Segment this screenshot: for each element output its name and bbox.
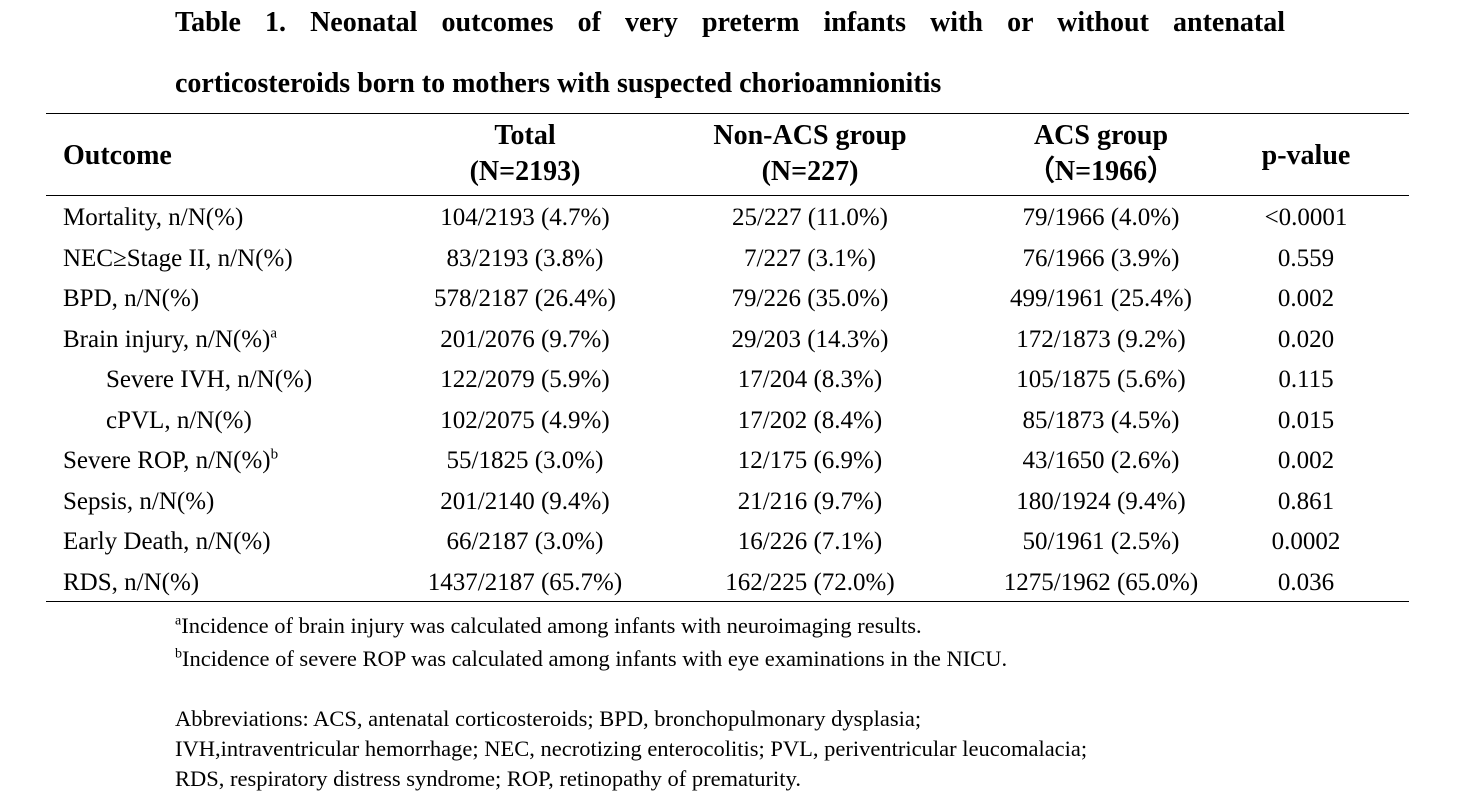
row-total-value: 201/2140 (9.4%) <box>440 488 610 515</box>
row-acs-value: 172/1873 (9.2%) <box>1016 326 1186 353</box>
row-total-value: 55/1825 (3.0%) <box>446 447 604 474</box>
row-p-value: 0.020 <box>1277 326 1335 353</box>
row-non-acs-value: 7/227 (3.1%) <box>744 245 876 272</box>
row-acs-value: 105/1875 (5.6%) <box>1016 366 1186 393</box>
row-outcome: Severe IVH, n/N(%) <box>106 365 312 395</box>
header-acs: ACS group （N=1966） <box>946 118 1256 190</box>
row-non-acs-value: 16/226 (7.1%) <box>737 528 883 555</box>
row-non-acs-value: 12/175 (6.9%) <box>737 447 883 474</box>
row-total-value: 201/2076 (9.7%) <box>440 326 610 353</box>
row-p-value: 0.559 <box>1277 245 1335 272</box>
row-acs-value: 499/1961 (25.4%) <box>1010 285 1192 312</box>
row-acs-value: 180/1924 (9.4%) <box>1016 488 1186 515</box>
row-p-value: 0.115 <box>1278 366 1334 393</box>
row-non-acs-value: 162/225 (72.0%) <box>725 569 895 596</box>
row-non-acs-value: 25/227 (11.0%) <box>732 204 888 231</box>
row-outcome-label: NEC≥Stage II, n/N(%) <box>63 245 293 272</box>
header-p-value: p-value <box>1261 140 1351 171</box>
row-outcome: Severe ROP, n/N(%)b <box>63 446 278 476</box>
row-outcome-label: Early Death, n/N(%) <box>63 528 271 555</box>
row-outcome-label: Severe ROP, n/N(%) <box>63 447 271 474</box>
footnote-a-text: Incidence of brain injury was calculated… <box>181 613 922 638</box>
footnote-a-mark: a <box>175 613 182 629</box>
footnote-b: bIncidence of severe ROP was calculated … <box>175 645 1007 673</box>
row-outcome-label: Brain injury, n/N(%) <box>63 326 271 353</box>
row-outcome-label: Sepsis, n/N(%) <box>63 488 215 515</box>
row-outcome-label: RDS, n/N(%) <box>63 569 200 596</box>
row-outcome: Mortality, n/N(%) <box>63 203 243 233</box>
row-acs-value: 79/1966 (4.0%) <box>1022 204 1180 231</box>
table-title-line-1: Table 1. Neonatal outcomes of very prete… <box>175 7 1285 38</box>
table-title-line-2: corticosteroids born to mothers with sus… <box>175 68 942 99</box>
row-p-value: 0.861 <box>1277 488 1335 515</box>
header-total-label: Total <box>494 120 556 151</box>
abbreviations-line-1: Abbreviations: ACS, antenatal corticoste… <box>175 706 922 731</box>
header-acs-n: （N=1966） <box>1026 156 1176 187</box>
header-rule <box>46 195 1409 196</box>
row-acs-value: 43/1650 (2.6%) <box>1022 447 1180 474</box>
row-outcome-label: cPVL, n/N(%) <box>106 407 252 434</box>
row-outcome-label: Mortality, n/N(%) <box>63 204 244 231</box>
row-outcome: BPD, n/N(%) <box>63 284 199 314</box>
row-total-value: 578/2187 (26.4%) <box>434 285 616 312</box>
row-outcome: Early Death, n/N(%) <box>63 527 271 557</box>
row-total-value: 102/2075 (4.9%) <box>440 407 610 434</box>
row-p-value: 0.015 <box>1277 407 1335 434</box>
row-total-value: 1437/2187 (65.7%) <box>427 569 623 596</box>
row-acs-value: 1275/1962 (65.0%) <box>1003 569 1199 596</box>
row-outcome: cPVL, n/N(%) <box>106 406 252 436</box>
row-p-value: 0.036 <box>1277 569 1335 596</box>
row-total-value: 122/2079 (5.9%) <box>440 366 610 393</box>
row-acs-value: 76/1966 (3.9%) <box>1022 245 1180 272</box>
top-rule <box>46 113 1409 114</box>
header-non-acs: Non-ACS group (N=227) <box>660 118 960 190</box>
footnote-b-text: Incidence of severe ROP was calculated a… <box>182 646 1008 671</box>
row-p-value: 0.002 <box>1277 285 1335 312</box>
footnote-b-mark: b <box>175 646 182 662</box>
header-non-acs-n: (N=227) <box>761 156 859 187</box>
row-total-value: 104/2193 (4.7%) <box>440 204 610 231</box>
row-total-value: 83/2193 (3.8%) <box>446 245 604 272</box>
abbreviations-line-3: RDS, respiratory distress syndrome; ROP,… <box>175 766 801 791</box>
row-outcome-label: BPD, n/N(%) <box>63 285 200 312</box>
row-outcome: NEC≥Stage II, n/N(%) <box>63 244 293 274</box>
row-p-value: <0.0001 <box>1264 204 1348 231</box>
bottom-rule <box>46 601 1409 602</box>
row-footnote-mark: b <box>270 446 279 463</box>
row-total-value: 66/2187 (3.0%) <box>446 528 604 555</box>
header-outcome: Outcome <box>63 140 172 171</box>
row-p-value: 0.002 <box>1277 447 1335 474</box>
header-total: Total (N=2193) <box>370 118 680 190</box>
footnote-a: aIncidence of brain injury was calculate… <box>175 612 922 640</box>
abbreviations-line-2: IVH,intraventricular hemorrhage; NEC, ne… <box>175 736 1088 761</box>
header-total-n: (N=2193) <box>469 156 581 187</box>
row-outcome: Sepsis, n/N(%) <box>63 487 214 517</box>
row-non-acs-value: 17/202 (8.4%) <box>737 407 883 434</box>
row-acs-value: 85/1873 (4.5%) <box>1022 407 1180 434</box>
header-acs-label: ACS group <box>1033 120 1169 151</box>
row-footnote-mark: a <box>270 325 278 342</box>
row-non-acs-value: 79/226 (35.0%) <box>731 285 889 312</box>
row-outcome: RDS, n/N(%) <box>63 568 199 598</box>
row-acs-value: 50/1961 (2.5%) <box>1022 528 1180 555</box>
row-non-acs-value: 17/204 (8.3%) <box>737 366 883 393</box>
header-non-acs-label: Non-ACS group <box>713 120 907 151</box>
row-outcome: Brain injury, n/N(%)a <box>63 325 277 355</box>
row-outcome-label: Severe IVH, n/N(%) <box>106 366 313 393</box>
row-non-acs-value: 21/216 (9.7%) <box>737 488 883 515</box>
row-p-value: 0.0002 <box>1271 528 1341 555</box>
row-non-acs-value: 29/203 (14.3%) <box>731 326 889 353</box>
